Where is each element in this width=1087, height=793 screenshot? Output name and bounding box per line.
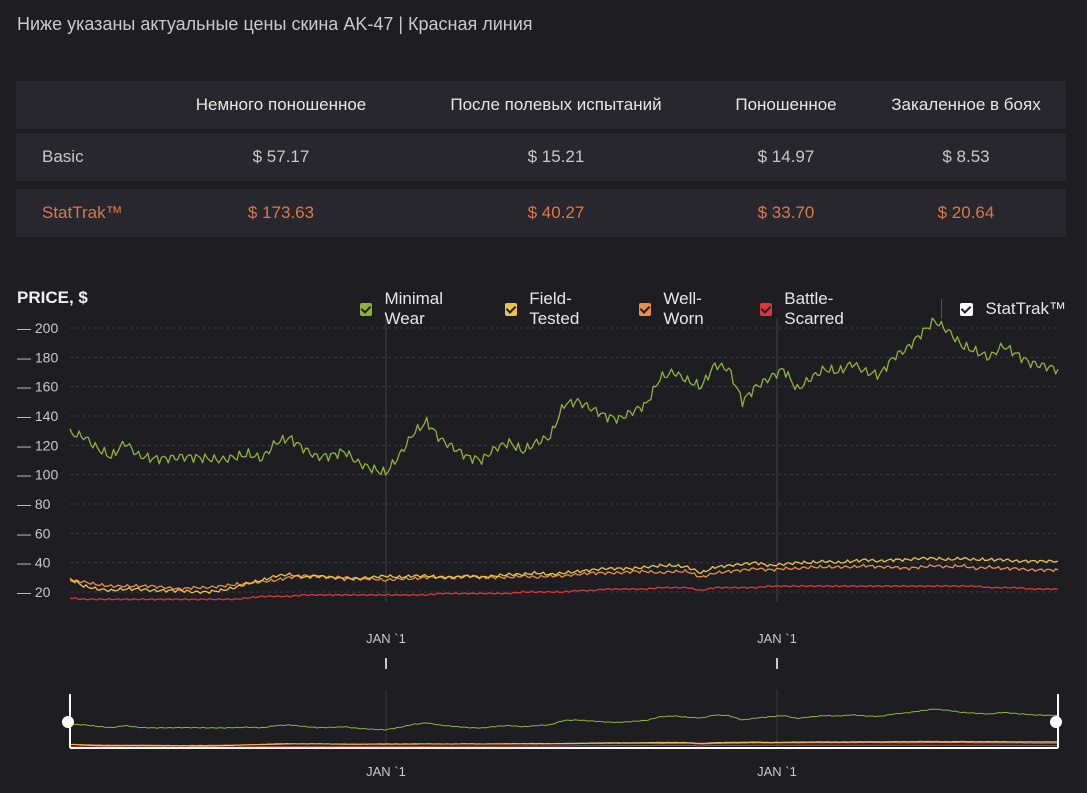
- navigator-series-line: [69, 740, 1059, 747]
- y-tick-label: — 140: [17, 408, 58, 424]
- price-cell: $ 33.70: [706, 181, 866, 237]
- table-row-stattrak: StatTrak™ $ 173.63 $ 40.27 $ 33.70 $ 20.…: [16, 181, 1066, 237]
- price-table: Немного поношенное После полевых испытан…: [16, 81, 1066, 237]
- y-tick-label: — 20: [17, 584, 51, 600]
- y-tick-label: — 160: [17, 379, 58, 395]
- table-header-cell: После полевых испытаний: [406, 81, 706, 129]
- checkbox-icon[interactable]: [360, 302, 373, 316]
- y-tick-label: — 100: [17, 467, 58, 483]
- legend-item[interactable]: StatTrak™: [960, 299, 1066, 319]
- price-cell: $ 173.63: [156, 181, 406, 237]
- y-tick-label: — 180: [17, 349, 58, 365]
- price-cell: $ 20.64: [866, 181, 1066, 237]
- series-line: [69, 556, 1059, 595]
- legend-item[interactable]: Field-Tested: [504, 289, 618, 329]
- navigator-area: [70, 690, 1058, 748]
- chart-canvas: — 20 — 40 — 60 — 80 — 100 — 120 — 140 — 160 — 18…: [17, 317, 1062, 779]
- legend-label: Field-Tested: [529, 289, 580, 328]
- navigator-x-label: JAN `1: [757, 764, 797, 779]
- y-axis-title: PRICE, $: [17, 288, 88, 307]
- price-cell: $ 8.53: [866, 129, 1066, 181]
- series-line: [69, 317, 1059, 476]
- checkbox-icon[interactable]: [504, 302, 518, 316]
- chart-legend: Minimal Wear Field-Tested Well-Worn Battle-…: [360, 289, 1087, 329]
- y-tick-label: — 120: [17, 437, 58, 453]
- series-line: [69, 584, 1059, 601]
- series-line: [69, 563, 1059, 592]
- y-tick-label: — 200: [17, 320, 58, 336]
- page-title: Ниже указаны актуальные цены скина AK-47…: [17, 14, 533, 34]
- row-label: Basic: [16, 129, 156, 181]
- y-tick-label: — 40: [17, 555, 51, 571]
- legend-separator: [941, 299, 943, 319]
- price-cell: $ 40.27: [406, 181, 706, 237]
- price-cell: $ 15.21: [406, 129, 706, 181]
- range-handle[interactable]: [62, 716, 74, 728]
- table-header-row: Немного поношенное После полевых испытан…: [16, 81, 1066, 129]
- legend-label: Battle-Scarred: [784, 289, 844, 328]
- y-tick-label: — 60: [17, 525, 51, 541]
- checkbox-icon[interactable]: [638, 302, 652, 316]
- legend-item[interactable]: Battle-Scarred: [759, 289, 889, 329]
- y-tick-label: — 80: [17, 496, 51, 512]
- legend-label: Well-Worn: [663, 289, 704, 328]
- checkbox-icon[interactable]: [960, 302, 974, 316]
- range-handle[interactable]: [1050, 716, 1062, 728]
- table-header-cell: Поношенное: [706, 81, 866, 129]
- x-tick-label: JAN `1: [757, 631, 797, 646]
- legend-label: Minimal Wear: [384, 289, 444, 328]
- table-row-basic: Basic $ 57.17 $ 15.21 $ 14.97 $ 8.53: [16, 129, 1066, 181]
- checkbox-icon[interactable]: [759, 302, 773, 316]
- navigator-series-line: [69, 708, 1059, 731]
- table-header-cell: [16, 81, 156, 129]
- legend-item[interactable]: Well-Worn: [638, 289, 739, 329]
- table-header-cell: Немного поношенное: [156, 81, 406, 129]
- price-cell: $ 14.97: [706, 129, 866, 181]
- price-chart: PRICE, $ Minimal Wear Field-Tested Well-Wo…: [0, 280, 1087, 793]
- table-header-cell: Закаленное в боях: [866, 81, 1066, 129]
- price-cell: $ 57.17: [156, 129, 406, 181]
- legend-item[interactable]: Minimal Wear: [360, 289, 484, 329]
- row-label: StatTrak™: [16, 181, 156, 237]
- navigator-x-label: JAN `1: [366, 764, 406, 779]
- x-tick-label: JAN `1: [366, 631, 406, 646]
- legend-label: StatTrak™: [985, 299, 1067, 318]
